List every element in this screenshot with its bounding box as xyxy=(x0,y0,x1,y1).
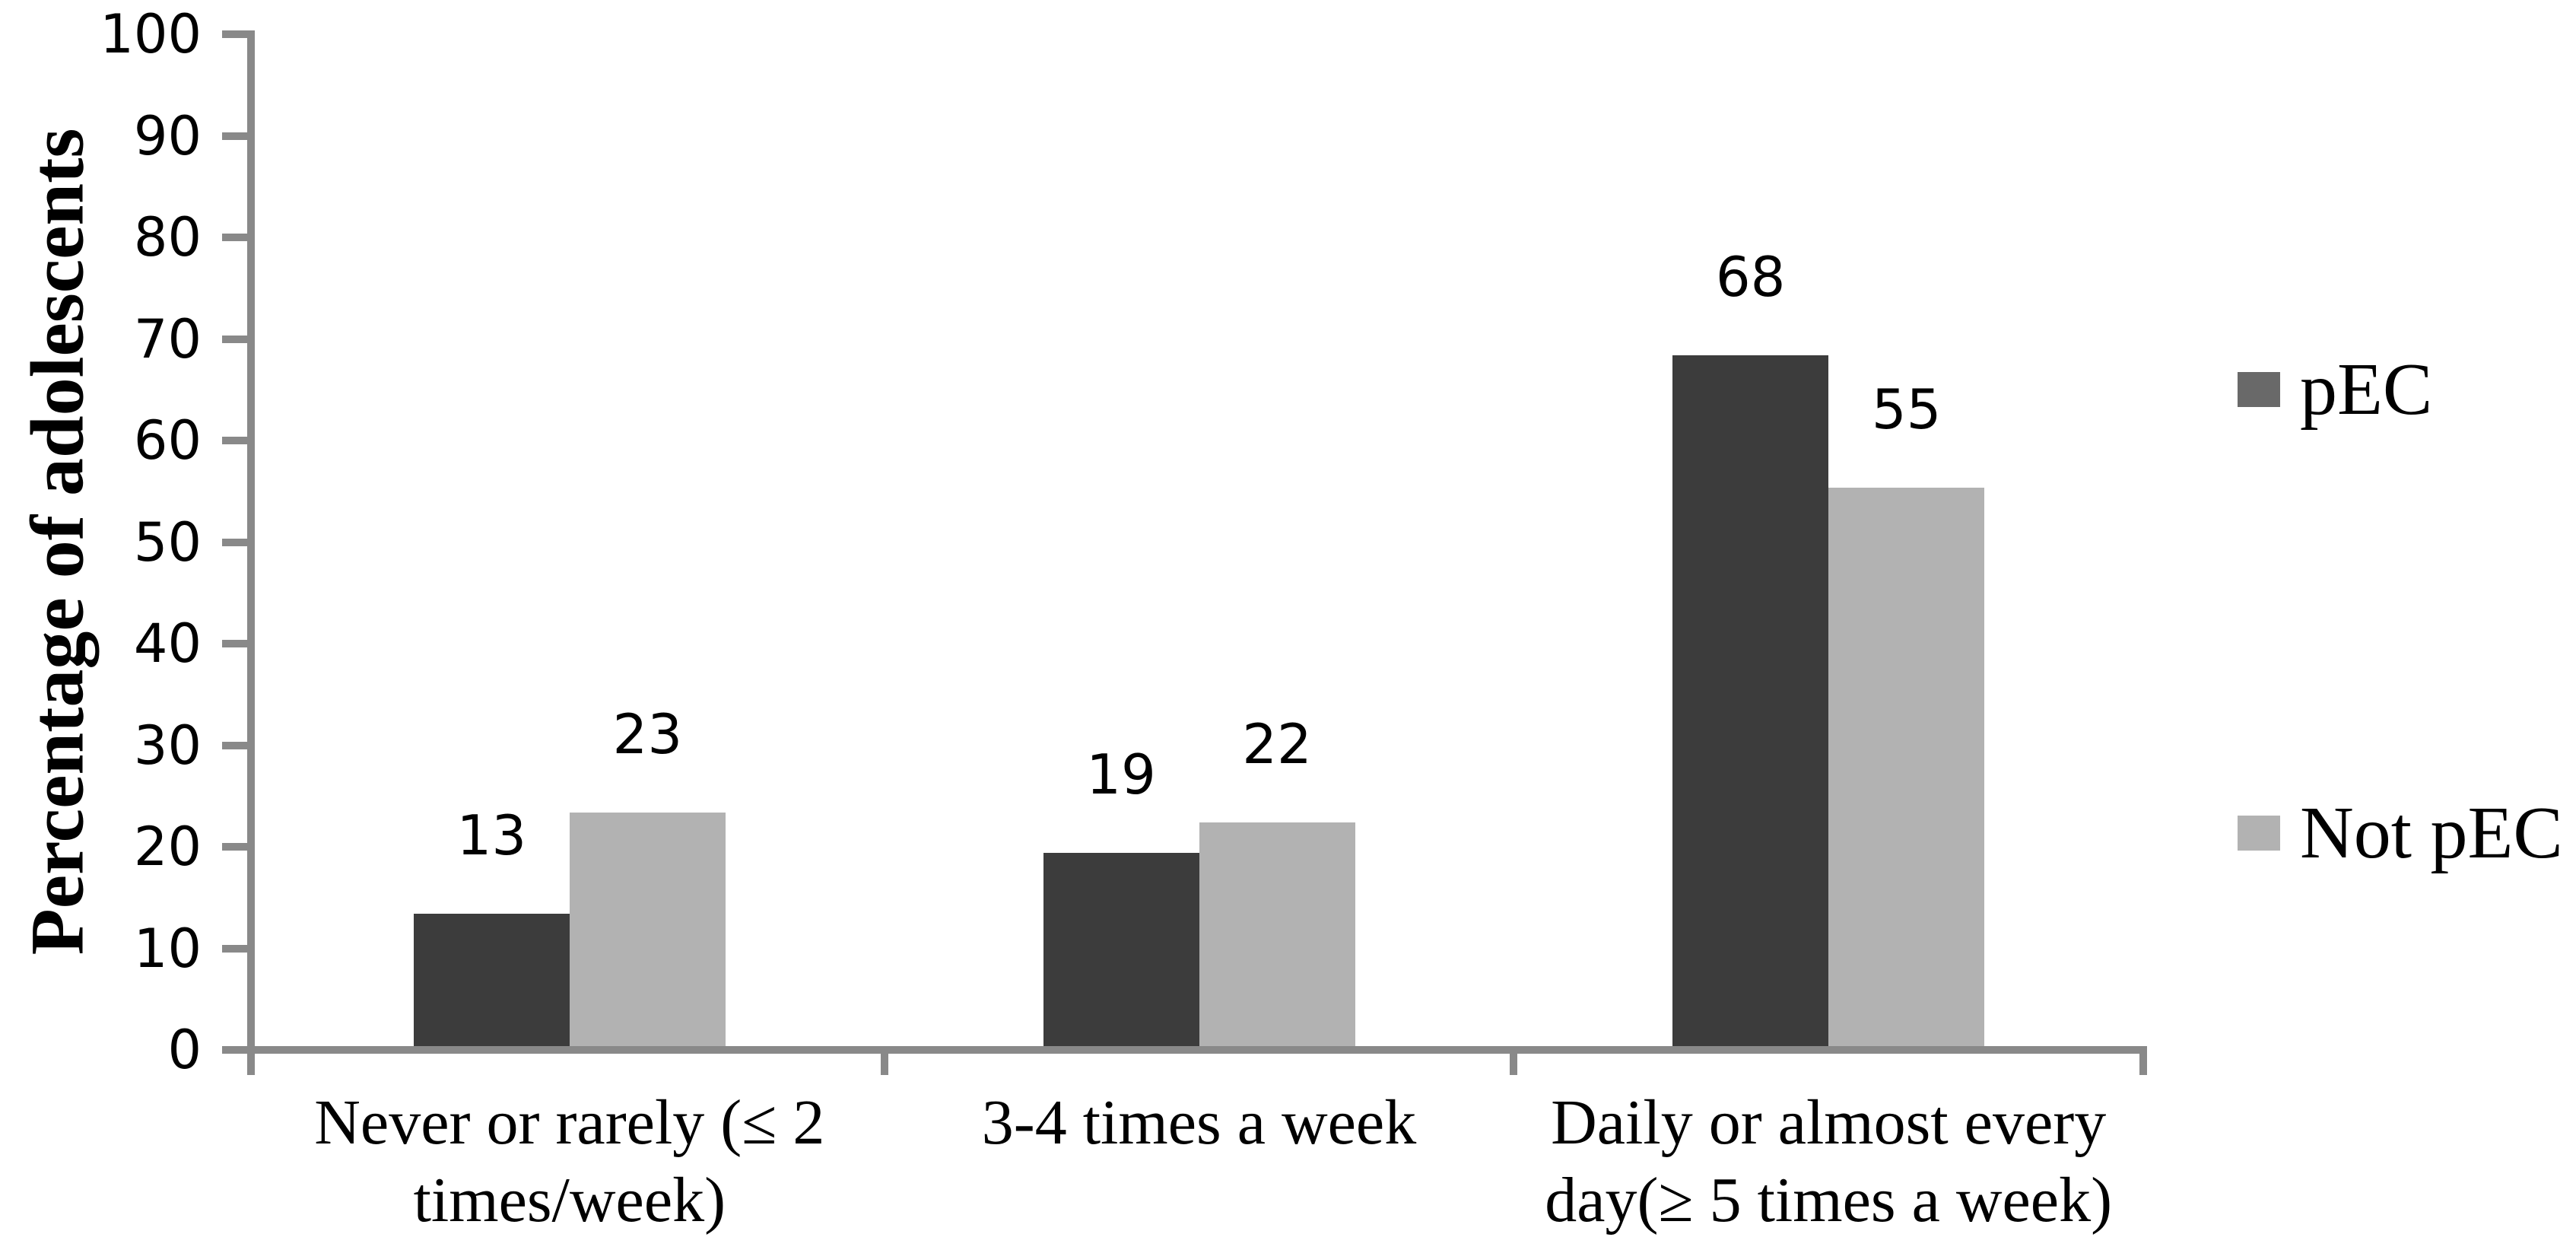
bar-value-label-pec-0: 13 xyxy=(456,803,527,868)
y-axis-tick-label: 40 xyxy=(133,612,202,675)
y-axis-tick-label: 10 xyxy=(133,917,202,980)
bar-pec-2 xyxy=(1672,355,1829,1046)
legend-entry-not-pec: Not pEC xyxy=(2238,784,2563,883)
x-axis-tick xyxy=(1510,1046,1518,1075)
bar-value-label-not-pec-1: 22 xyxy=(1242,712,1312,777)
bar-value-label-pec-2: 68 xyxy=(1715,245,1786,310)
legend-label-not-pec: Not pEC xyxy=(2300,792,2563,874)
category-label-2: Daily or almost every day(≥ 5 times a we… xyxy=(1545,1087,2113,1236)
y-axis-tick-label: 50 xyxy=(133,510,202,574)
y-axis-tick xyxy=(222,640,255,647)
x-axis-tick xyxy=(247,1046,255,1075)
y-axis-tick xyxy=(222,437,255,444)
bar-not-pec-2 xyxy=(1828,487,1985,1046)
y-axis-tick xyxy=(222,1046,255,1054)
y-axis-tick-label: 20 xyxy=(133,816,202,878)
y-axis-tick xyxy=(222,335,255,343)
bar-value-label-not-pec-2: 55 xyxy=(1871,377,1942,441)
y-axis-tick-label: 60 xyxy=(133,409,202,472)
x-axis-tick xyxy=(2139,1046,2147,1075)
y-axis-tick xyxy=(222,234,255,241)
y-axis-tick xyxy=(222,944,255,953)
y-axis-tick-label: 90 xyxy=(133,104,202,167)
y-axis-tick xyxy=(222,132,255,140)
legend-swatch-pec xyxy=(2238,372,2280,407)
y-axis-tick-label: 100 xyxy=(100,3,202,65)
y-axis-tick xyxy=(222,741,255,749)
y-axis-tick xyxy=(222,843,255,851)
y-axis-tick-label: 0 xyxy=(167,1019,202,1081)
bar-value-label-not-pec-0: 23 xyxy=(612,701,683,766)
category-label-1: 3-4 times a week xyxy=(981,1087,1417,1158)
y-axis-tick-label: 70 xyxy=(133,307,202,371)
bar-not-pec-1 xyxy=(1199,822,1355,1046)
bar-not-pec-0 xyxy=(569,812,726,1046)
y-axis-tick xyxy=(222,30,255,38)
bar-pec-0 xyxy=(413,914,570,1046)
y-axis-tick xyxy=(222,538,255,546)
legend-entry-pec: pEC xyxy=(2238,340,2432,439)
bar-pec-1 xyxy=(1043,853,1199,1046)
x-axis-tick xyxy=(880,1046,888,1075)
y-axis-tick-label: 30 xyxy=(133,714,202,777)
bar-value-label-pec-1: 19 xyxy=(1086,743,1156,807)
y-axis-tick-label: 80 xyxy=(133,206,202,269)
x-axis-line xyxy=(247,1046,2143,1054)
legend-label-pec: pEC xyxy=(2300,348,2433,431)
category-label-0: Never or rarely (≤ 2 times/week) xyxy=(314,1087,825,1236)
legend-swatch-not-pec xyxy=(2238,816,2280,851)
